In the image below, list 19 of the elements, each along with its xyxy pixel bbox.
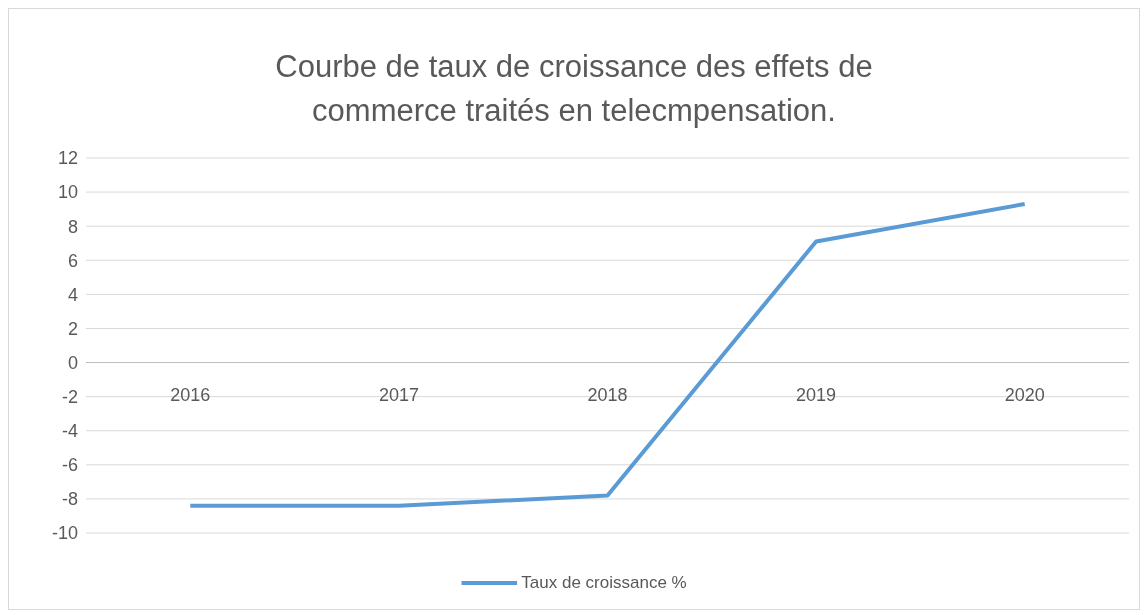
y-tick-label: 0 — [67, 352, 78, 373]
y-tick-label: -8 — [61, 489, 78, 510]
legend-label: Taux de croissance % — [521, 573, 687, 593]
x-tick-label: 2017 — [378, 385, 419, 406]
chart-title: Courbe de taux de croissance des effets de commerce traités en telecmpensation. — [274, 48, 874, 130]
y-tick-label: 10 — [57, 182, 78, 203]
y-tick-label: -2 — [61, 387, 78, 408]
y-tick-label: 8 — [67, 216, 78, 237]
x-tick-label: 2020 — [1004, 385, 1045, 406]
x-tick-label: 2016 — [170, 385, 211, 406]
y-tick-label: -10 — [51, 523, 78, 544]
y-tick-label: 2 — [67, 318, 78, 339]
y-tick-label: 6 — [67, 250, 78, 271]
x-tick-label: 2019 — [796, 385, 837, 406]
y-tick-label: 12 — [57, 148, 78, 169]
x-tick-label: 2018 — [587, 385, 628, 406]
y-tick-label: 4 — [67, 284, 78, 305]
y-tick-label: -6 — [61, 455, 78, 476]
y-tick-label: -4 — [61, 421, 78, 442]
